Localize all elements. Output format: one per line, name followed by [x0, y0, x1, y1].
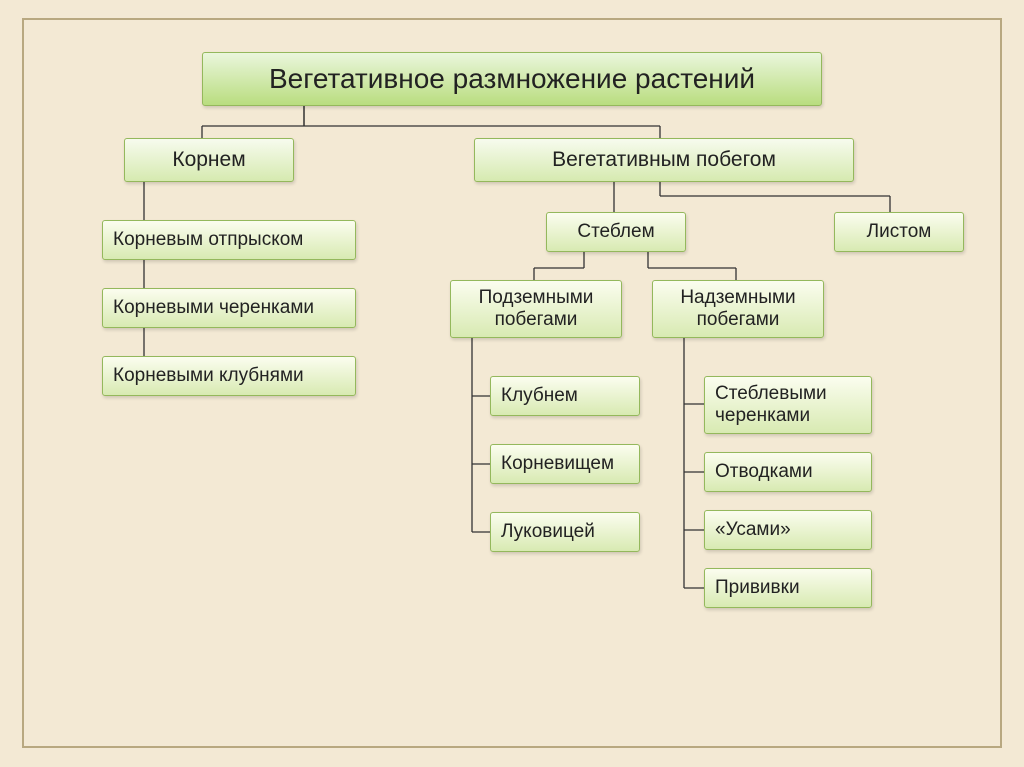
node-title: Вегетативное размножение растений: [202, 52, 822, 106]
node-label: Луковицей: [501, 521, 595, 543]
node-o2: Отводками: [704, 452, 872, 492]
node-root: Корнем: [124, 138, 294, 182]
node-o1: Стеблевыми черенками: [704, 376, 872, 434]
node-label: Корневищем: [501, 453, 614, 475]
node-u1: Клубнем: [490, 376, 640, 416]
node-label: Отводками: [715, 461, 813, 483]
node-label: Корневыми клубнями: [113, 365, 304, 387]
node-r2: Корневыми черенками: [102, 288, 356, 328]
node-stem: Стеблем: [546, 212, 686, 252]
node-label: Стеблем: [577, 221, 654, 243]
node-u2: Корневищем: [490, 444, 640, 484]
node-label: Корневыми черенками: [113, 297, 314, 319]
node-label: Вегетативное размножение растений: [269, 63, 755, 95]
node-under: Подземными побегами: [450, 280, 622, 338]
node-label: Прививки: [715, 577, 800, 599]
node-r3: Корневыми клубнями: [102, 356, 356, 396]
node-o3: «Усами»: [704, 510, 872, 550]
node-label: Клубнем: [501, 385, 578, 407]
node-shoot: Вегетативным побегом: [474, 138, 854, 182]
node-o4: Прививки: [704, 568, 872, 608]
node-label: Листом: [867, 221, 932, 243]
node-label: «Усами»: [715, 519, 791, 541]
node-label: Вегетативным побегом: [552, 148, 776, 172]
node-label: Корневым отпрыском: [113, 229, 303, 251]
diagram-frame: Вегетативное размножение растений Корнем…: [22, 18, 1002, 748]
node-r1: Корневым отпрыском: [102, 220, 356, 260]
node-label: Подземными побегами: [461, 287, 611, 331]
node-label: Надземными побегами: [663, 287, 813, 331]
node-over: Надземными побегами: [652, 280, 824, 338]
node-leaf: Листом: [834, 212, 964, 252]
node-label: Корнем: [172, 148, 245, 172]
node-label: Стеблевыми черенками: [715, 383, 861, 427]
node-u3: Луковицей: [490, 512, 640, 552]
